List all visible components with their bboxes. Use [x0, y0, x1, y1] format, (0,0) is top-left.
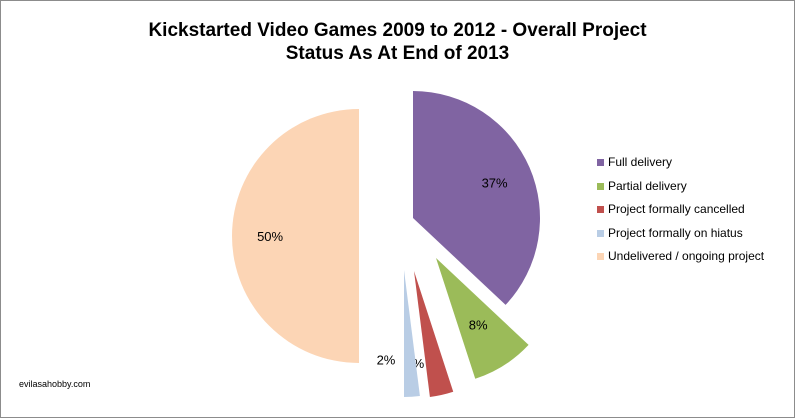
data-label-partial-delivery: 8% — [469, 317, 488, 332]
legend-swatch — [597, 229, 604, 237]
pie-slice-partial-delivery — [436, 258, 529, 379]
legend-label: Full delivery — [608, 155, 673, 169]
legend-label: Project formally on hiatus — [608, 225, 743, 240]
legend-swatch — [597, 253, 604, 260]
chart-title-line-1: Kickstarted Video Games 2009 to 2012 - O… — [148, 20, 647, 41]
legend-swatch — [597, 206, 604, 213]
pie-slice-project-formally-on-hiatus — [404, 270, 420, 397]
pie-slice-project-formally-cancelled — [414, 271, 454, 397]
legend-swatch — [597, 182, 604, 190]
legend-swatch — [597, 159, 604, 166]
data-label-project-formally-on-hiatus: 2% — [377, 352, 396, 367]
pie-slice-undelivered-ongoing-project — [232, 109, 359, 363]
legend-label: Partial delivery — [608, 178, 687, 193]
data-label-full-delivery: 37% — [482, 176, 508, 191]
legend-label: Project formally cancelled — [608, 202, 745, 216]
data-label-undelivered-ongoing-project: 50% — [257, 229, 283, 244]
chart-title-line-2: Status As At End of 2013 — [285, 43, 510, 64]
legend-label: Undelivered / ongoing project — [608, 249, 765, 263]
chart-title: Kickstarted Video Games 2009 to 2012 - O… — [1, 19, 794, 65]
watermark-text: evilasahobby.com — [19, 379, 91, 389]
pie-slice-full-delivery — [413, 91, 540, 305]
